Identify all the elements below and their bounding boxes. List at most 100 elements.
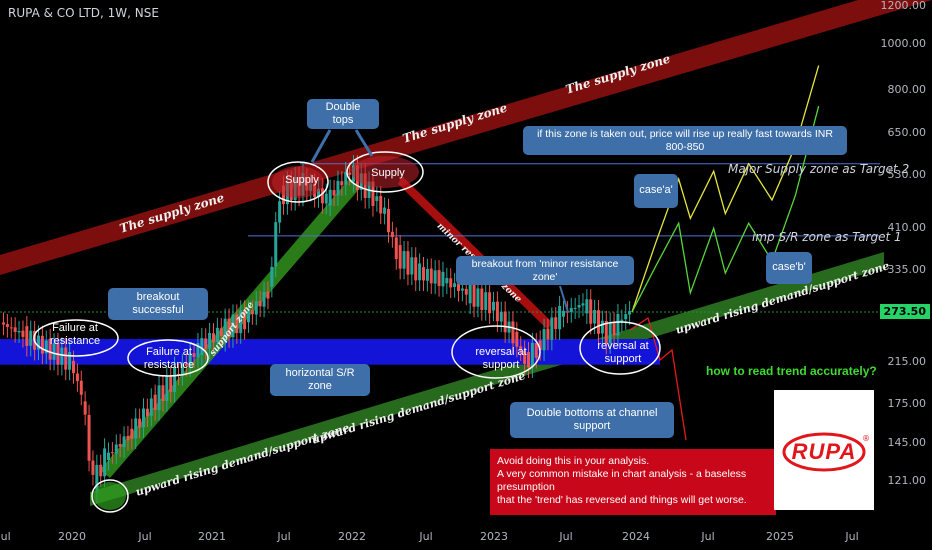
candle-body: [157, 385, 161, 411]
candle-body: [379, 195, 383, 214]
double-tops-callout[interactable]: Double tops: [307, 99, 379, 129]
logo-registered-mark: ®: [862, 434, 870, 443]
time-tick: 2023: [480, 530, 508, 543]
candle-body: [422, 267, 425, 281]
candle-body: [480, 288, 484, 311]
time-tick: Jul: [559, 530, 573, 543]
candle-body: [328, 189, 332, 206]
candle-body: [608, 322, 612, 344]
candle-body: [628, 311, 632, 315]
candle-body: [25, 326, 29, 346]
price-tick: 1200.00: [880, 0, 927, 12]
case-b-callout[interactable]: case'b': [766, 252, 812, 284]
case-a-callout[interactable]: case'a': [634, 174, 678, 208]
price-tick: 175.00: [887, 397, 927, 411]
candle-body: [114, 444, 118, 454]
time-tick: 2020: [58, 530, 86, 543]
candle-body: [254, 301, 258, 315]
candle-body: [460, 288, 464, 291]
candle-body: [64, 347, 68, 370]
candle-body: [239, 310, 243, 334]
candle-body: [107, 452, 110, 460]
price-tick: 1000.00: [880, 36, 927, 50]
candle-body: [153, 394, 157, 410]
candle-body: [52, 343, 56, 360]
candle-body: [387, 208, 390, 233]
candle-body: [620, 319, 624, 322]
candle-body: [348, 172, 352, 175]
candle-body: [177, 373, 180, 375]
candle-body: [418, 263, 422, 281]
candle-body: [266, 291, 270, 299]
case-a-projection: [631, 65, 820, 313]
candle-body: [383, 207, 387, 214]
candle-body: [344, 172, 348, 185]
candle-body: [589, 299, 593, 324]
double-bottoms-callout[interactable]: Double bottoms at channel support: [510, 402, 674, 438]
breakout-pointer: [559, 285, 569, 313]
candle-body: [616, 313, 620, 336]
candle-body: [79, 380, 83, 395]
candle-body: [569, 307, 573, 313]
time-tick: 2025: [766, 530, 794, 543]
candle-body: [562, 310, 565, 317]
candle-body: [484, 292, 488, 310]
candle-body: [410, 257, 414, 275]
candle-body: [44, 340, 48, 354]
price-tick: 121.00: [887, 473, 927, 487]
candle-body: [87, 414, 91, 461]
candle-body: [425, 268, 429, 281]
horizontal-sr-callout[interactable]: horizontal S/R zone: [270, 364, 370, 396]
candle-body: [231, 314, 235, 338]
candle-body: [75, 373, 79, 382]
candle-body: [464, 288, 468, 295]
candle-body: [457, 283, 460, 292]
candle-body: [161, 385, 165, 401]
imp-sr-target-label: imp S/R zone as Target 1: [752, 230, 902, 244]
candle-body: [558, 305, 562, 330]
candle-body: [250, 310, 254, 315]
failure-resistance-label-1: Failure at resistance: [49, 322, 101, 347]
breakout-successful-callout[interactable]: breakout successful: [108, 288, 208, 320]
breakout-minor-callout[interactable]: breakout from 'minor resistance zone': [456, 256, 634, 285]
time-tick: 2022: [338, 530, 366, 543]
highlight-ellipse-2: [127, 339, 209, 377]
candle-body: [95, 464, 99, 493]
highlight-ellipse-7: [91, 479, 129, 513]
candle-body: [9, 327, 13, 329]
zone-taken-out-callout[interactable]: if this zone is taken out, price will ri…: [523, 126, 847, 155]
candle-body: [624, 314, 628, 320]
candle-body: [581, 303, 585, 306]
candle-body: [593, 309, 597, 324]
candle-body: [375, 196, 379, 202]
candle-body: [324, 193, 328, 204]
warning-line-2: A very common mistake in chart analysis …: [497, 468, 747, 494]
candle-body: [433, 270, 437, 284]
time-tick: Jul: [419, 530, 433, 543]
demand-zone-band: [90, 252, 884, 506]
supply-highlight-1: [272, 166, 324, 198]
candle-body: [235, 314, 239, 334]
candle-body: [258, 300, 262, 307]
candle-body: [476, 288, 480, 307]
candle-body: [394, 237, 398, 260]
candle-body: [126, 436, 130, 441]
logo-swoosh-icon: [782, 432, 866, 472]
candle-body: [511, 321, 515, 344]
candle-body: [122, 436, 126, 448]
time-tick: Jul: [845, 530, 859, 543]
candle-body: [320, 188, 324, 204]
price-tick: 215.00: [887, 354, 927, 368]
candle-body: [243, 310, 247, 330]
minor-resistance-band: [398, 176, 552, 330]
chart-title: RUPA & CO LTD, 1W, NSE: [8, 6, 159, 20]
price-tick: 650.00: [887, 125, 927, 139]
candle-body: [149, 398, 153, 416]
candle-body: [472, 284, 476, 307]
candle-body: [68, 352, 72, 370]
price-tick: 145.00: [887, 436, 927, 450]
highlight-ellipse-1: [33, 319, 119, 357]
candle-body: [184, 363, 188, 366]
